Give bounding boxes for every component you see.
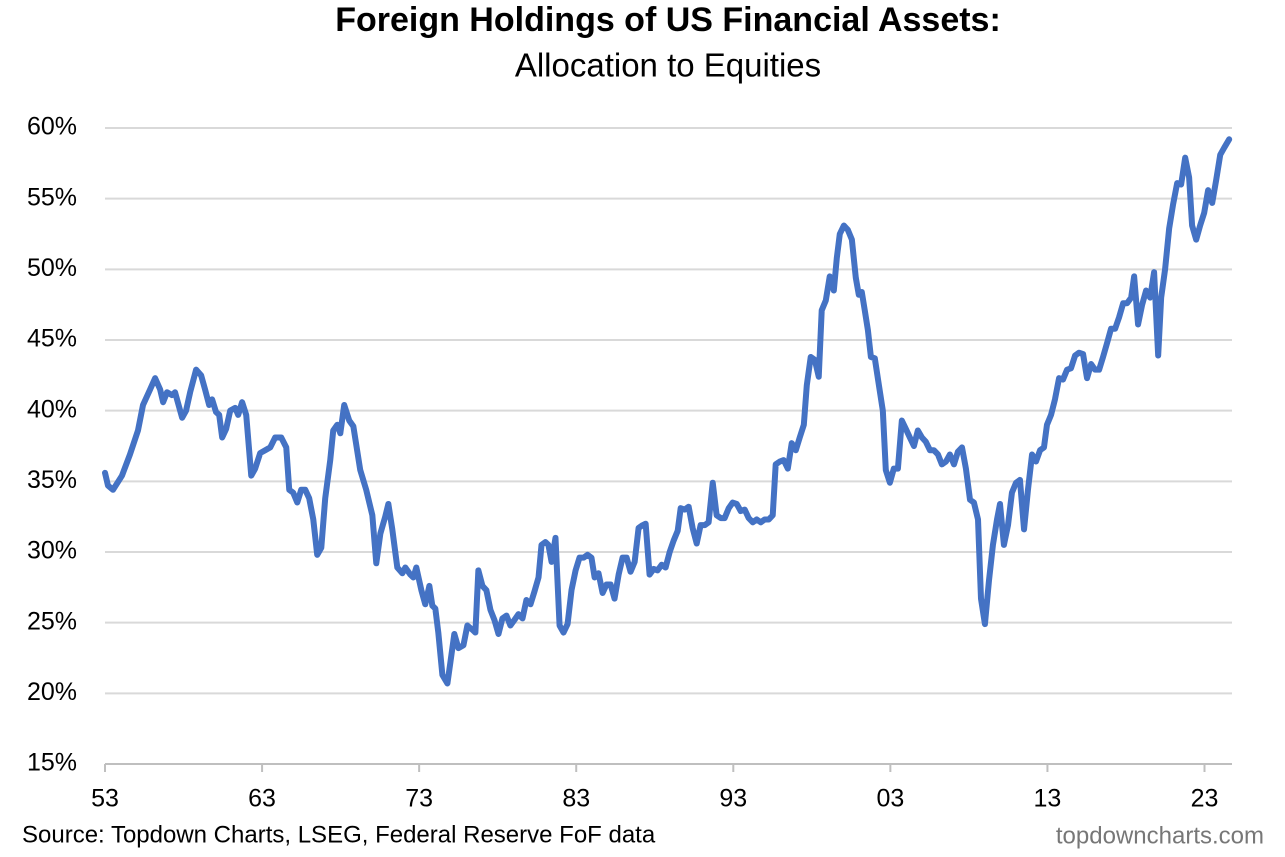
y-tick-label: 25%: [27, 607, 77, 635]
x-tick-label: 73: [405, 785, 433, 813]
x-tick-label: 23: [1191, 785, 1219, 813]
watermark: topdowncharts.com: [1056, 822, 1264, 849]
y-tick-label: 55%: [27, 183, 77, 211]
data-line: [102, 136, 1233, 687]
y-tick-label: 40%: [27, 395, 77, 423]
x-tick-label: 93: [719, 785, 747, 813]
x-tick-label: 03: [876, 785, 904, 813]
source-note: Source: Topdown Charts, LSEG, Federal Re…: [22, 821, 656, 848]
x-tick-label: 83: [562, 785, 590, 813]
chart-title: Foreign Holdings of US Financial Assets:: [335, 1, 1001, 39]
y-tick-label: 35%: [27, 466, 77, 494]
y-tick-label: 15%: [27, 749, 77, 777]
x-tick-label: 63: [248, 785, 276, 813]
x-tick-label: 13: [1034, 785, 1062, 813]
y-tick-label: 50%: [27, 254, 77, 282]
chart-subtitle: Allocation to Equities: [515, 47, 821, 84]
y-tick-label: 20%: [27, 678, 77, 706]
x-tick-label: 53: [91, 785, 119, 813]
y-tick-label: 45%: [27, 325, 77, 353]
y-tick-label: 30%: [27, 537, 77, 565]
y-tick-label: 60%: [27, 113, 77, 141]
